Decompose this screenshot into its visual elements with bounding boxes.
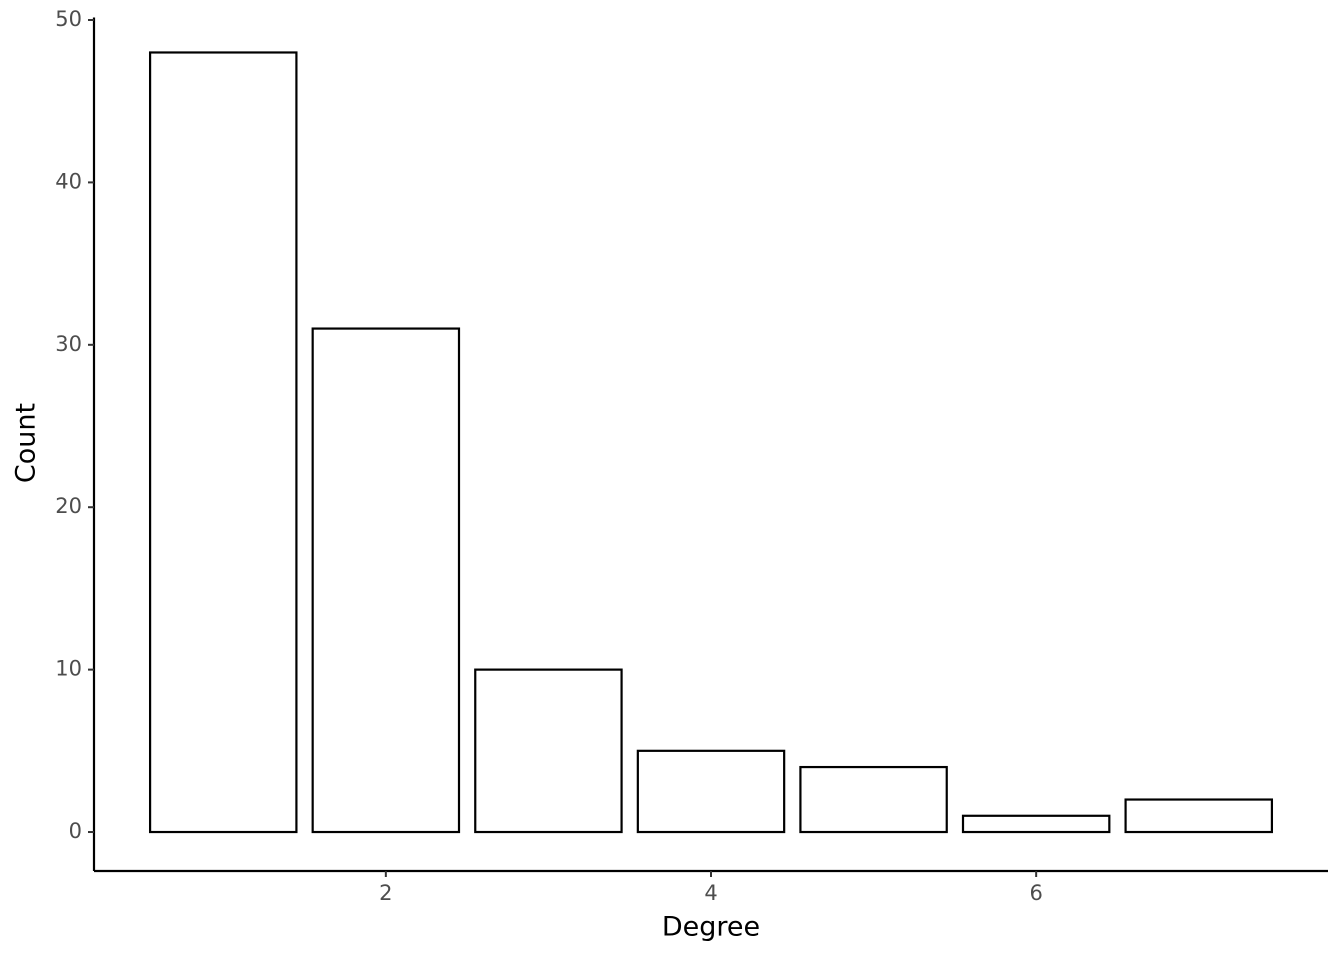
bar — [636, 749, 786, 834]
bar — [1124, 798, 1274, 834]
y-tick-label: 40 — [55, 169, 82, 193]
y-tick-label: 50 — [55, 7, 82, 31]
y-tick-label: 10 — [55, 657, 82, 681]
x-tick-label: 4 — [704, 881, 717, 905]
bar — [961, 814, 1111, 834]
x-tick-label: 6 — [1029, 881, 1042, 905]
x-tick-label: 2 — [379, 881, 392, 905]
y-tick-label: 30 — [55, 332, 82, 356]
y-tick-label: 0 — [69, 819, 82, 843]
bar — [799, 765, 948, 834]
bar — [311, 327, 461, 834]
y-axis-title: Count — [11, 403, 42, 483]
bar — [474, 668, 623, 834]
y-tick-label: 20 — [55, 494, 82, 518]
x-axis-title: Degree — [662, 912, 760, 943]
bar — [148, 51, 298, 834]
